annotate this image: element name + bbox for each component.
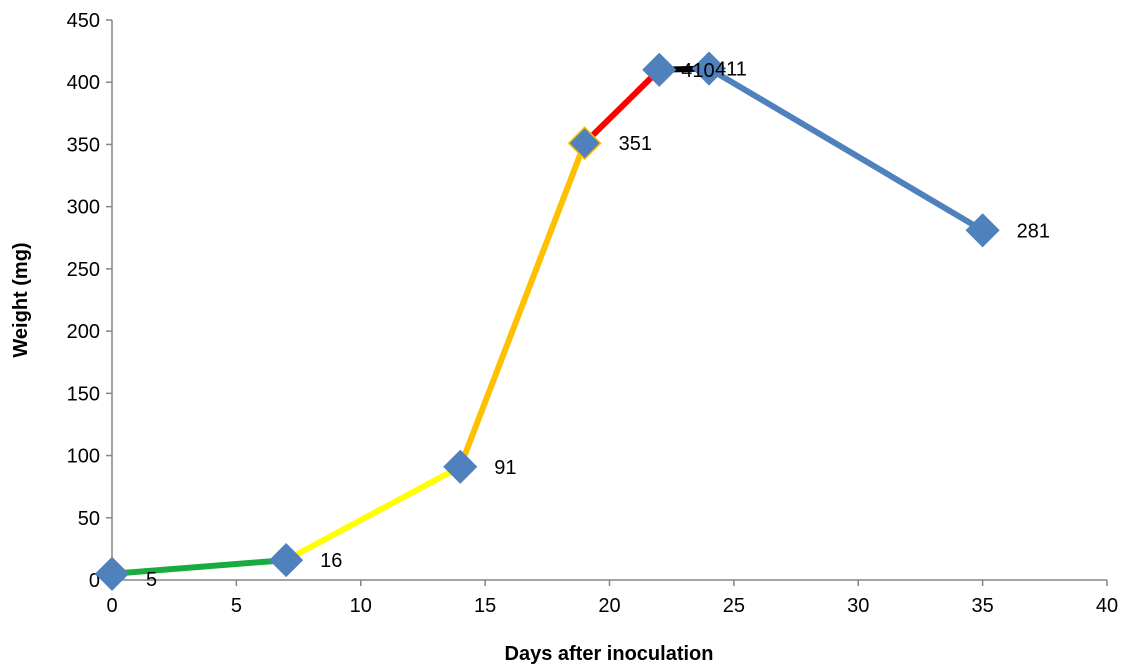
y-tick-label: 150 bbox=[67, 383, 100, 405]
series-segment bbox=[581, 66, 663, 147]
series-segment bbox=[283, 463, 464, 564]
x-tick-label: 40 bbox=[1096, 595, 1118, 617]
data-point-marker bbox=[269, 543, 304, 578]
data-point-marker bbox=[94, 556, 130, 591]
y-axis: 0 50 100 150 200 250 300 350 400 450 bbox=[67, 10, 113, 592]
data-label: 16 bbox=[320, 550, 342, 572]
data-point-marker bbox=[965, 213, 1000, 248]
y-tick-label: 50 bbox=[78, 508, 100, 530]
data-label: 91 bbox=[494, 457, 516, 479]
data-label: 411 bbox=[715, 59, 747, 81]
x-tick-label: 35 bbox=[972, 595, 994, 617]
y-tick-label: 250 bbox=[67, 259, 100, 281]
series-segment bbox=[457, 140, 588, 470]
x-tick-label: 20 bbox=[598, 595, 620, 617]
data-label: 281 bbox=[1017, 220, 1050, 242]
series-markers bbox=[94, 51, 1000, 591]
y-tick-label: 200 bbox=[67, 321, 100, 343]
data-point-marker bbox=[642, 52, 677, 87]
x-tick-label: 30 bbox=[847, 595, 869, 617]
y-axis-title: Weight (mg) bbox=[10, 242, 32, 357]
data-labels: 5 16 91 351 410 411 281 bbox=[146, 59, 1050, 591]
data-point-marker bbox=[443, 449, 478, 484]
x-axis: 0 5 10 15 20 25 30 35 40 bbox=[106, 579, 1118, 617]
x-tick-label: 10 bbox=[350, 595, 372, 617]
x-tick-label: 0 bbox=[106, 595, 117, 617]
series-line bbox=[109, 65, 986, 577]
x-tick-label: 5 bbox=[231, 595, 242, 617]
data-label: 410 bbox=[681, 60, 714, 82]
y-tick-label: 350 bbox=[67, 134, 100, 156]
data-point-marker bbox=[691, 51, 727, 86]
y-tick-label: 300 bbox=[67, 197, 100, 219]
y-tick-label: 0 bbox=[89, 570, 100, 592]
data-label: 351 bbox=[619, 133, 652, 155]
y-tick-label: 400 bbox=[67, 72, 100, 94]
y-tick-label: 100 bbox=[67, 446, 100, 468]
x-tick-label: 15 bbox=[474, 595, 496, 617]
data-point-marker bbox=[567, 126, 602, 161]
y-tick-label: 450 bbox=[67, 10, 100, 32]
series-segment bbox=[109, 557, 290, 577]
data-label: 5 bbox=[146, 569, 157, 591]
series-segment bbox=[706, 65, 986, 234]
x-axis-title: Days after inoculation bbox=[505, 643, 714, 665]
x-tick-label: 25 bbox=[723, 595, 745, 617]
